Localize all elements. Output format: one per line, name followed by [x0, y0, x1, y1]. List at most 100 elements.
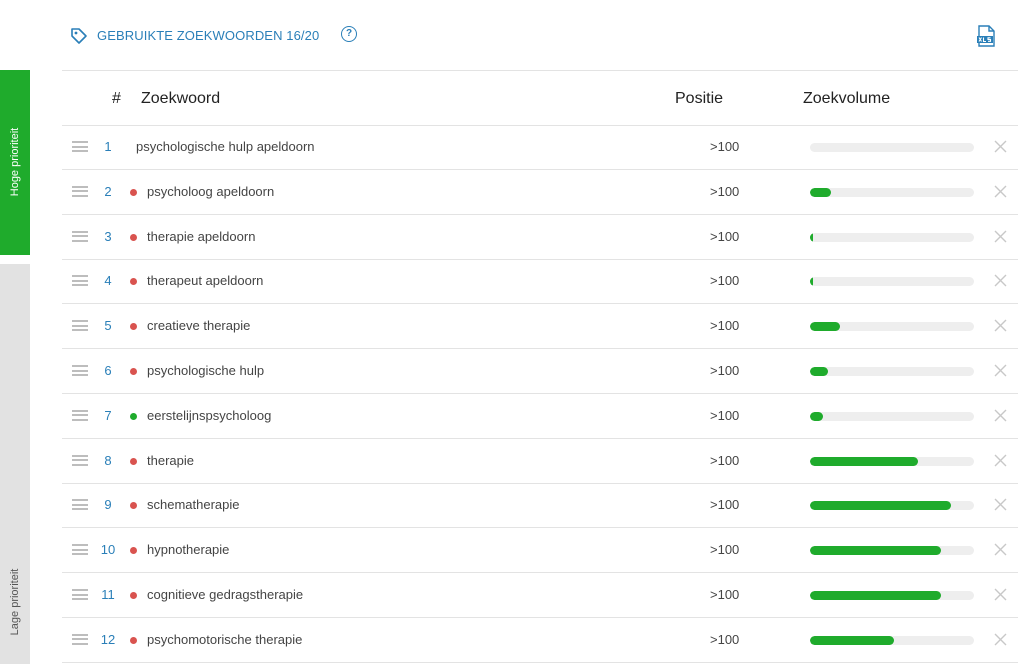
drag-handle-icon[interactable]	[72, 499, 88, 511]
status-dot	[130, 412, 137, 420]
row-number: 7	[104, 407, 112, 423]
remove-icon[interactable]	[994, 498, 1007, 511]
table-row[interactable]: 9 schematherapie >100	[62, 483, 1018, 529]
high-priority-panel[interactable]: Hoge prioriteit	[0, 70, 30, 255]
help-icon[interactable]: ?	[341, 26, 357, 42]
col-volume[interactable]: Zoekvolume	[803, 90, 891, 107]
remove-icon[interactable]	[994, 409, 1007, 422]
col-position[interactable]: Positie	[675, 90, 724, 107]
search-volume-bar	[810, 143, 974, 152]
keyword-text: psychomotorische therapie	[147, 631, 303, 647]
search-volume-fill	[810, 456, 919, 466]
drag-handle-icon[interactable]	[72, 409, 88, 421]
search-volume-bar	[810, 277, 974, 287]
search-volume-bar	[810, 232, 974, 242]
remove-icon[interactable]	[994, 454, 1007, 467]
search-volume-fill	[810, 411, 824, 421]
table-row[interactable]: 6 psychologische hulp >100	[62, 349, 1018, 394]
remove-icon[interactable]	[994, 633, 1007, 646]
keyword-text: therapie	[147, 452, 194, 468]
header-title: GEBRUIKTE ZOEKWOORDEN 16/20	[97, 28, 320, 43]
search-volume-fill	[810, 322, 840, 332]
keyword-text: cognitieve gedragstherapie	[147, 587, 304, 602]
drag-handle-icon[interactable]	[72, 365, 88, 376]
keyword-text: psychologische hulp apeldoorn	[136, 139, 315, 154]
row-number: 1	[104, 139, 112, 154]
drag-handle-icon[interactable]	[72, 185, 88, 197]
remove-icon[interactable]	[994, 274, 1007, 287]
position-value: >100	[710, 183, 740, 199]
search-volume-bar	[810, 635, 974, 645]
search-volume-bar	[810, 322, 974, 332]
status-dot	[130, 636, 137, 644]
table-row[interactable]: 12 psychomotorische therapie >100	[62, 618, 1018, 663]
keyword-text: schematherapie	[147, 497, 240, 513]
row-number: 4	[104, 273, 112, 289]
table-row[interactable]: 2 psycholoog apeldoorn >100	[62, 170, 1018, 215]
row-number: 2	[104, 183, 112, 199]
remove-icon[interactable]	[994, 319, 1007, 332]
position-value: >100	[710, 139, 740, 154]
table-row[interactable]: 1 psychologische hulp apeldoorn >100	[62, 125, 1018, 170]
status-dot	[130, 547, 137, 555]
position-value: >100	[710, 542, 740, 558]
remove-icon[interactable]	[994, 364, 1007, 377]
drag-handle-icon[interactable]	[72, 589, 88, 600]
search-volume-fill	[810, 635, 894, 645]
drag-handle-icon[interactable]	[72, 230, 88, 242]
row-number: 10	[100, 542, 116, 558]
status-dot	[130, 233, 137, 241]
position-value: >100	[710, 228, 740, 244]
search-volume-bar	[810, 501, 974, 511]
table-row[interactable]: 7 eerstelijnspsycholoog >100	[62, 394, 1018, 439]
remove-icon[interactable]	[994, 185, 1007, 198]
drag-handle-icon[interactable]	[72, 454, 88, 466]
status-dot	[130, 368, 137, 375]
remove-icon[interactable]	[994, 543, 1007, 556]
remove-icon[interactable]	[994, 230, 1007, 243]
search-volume-fill	[810, 367, 829, 376]
remove-icon[interactable]	[994, 588, 1007, 601]
position-value: >100	[710, 407, 740, 423]
row-number: 11	[101, 587, 115, 602]
table-row[interactable]: 11 cognitieve gedragstherapie >100	[62, 573, 1018, 618]
xls-export-icon[interactable]	[976, 25, 996, 47]
status-dot	[130, 592, 137, 599]
status-dot	[130, 502, 137, 510]
row-number: 5	[104, 318, 112, 334]
status-dot	[130, 278, 137, 286]
row-number: 8	[104, 452, 112, 468]
search-volume-fill	[810, 591, 942, 600]
table-header: # Zoekwoord Positie Zoekvolume	[62, 71, 1018, 126]
search-volume-bar	[810, 546, 974, 556]
keyword-text: psycholoog apeldoorn	[147, 183, 275, 199]
row-number: 12	[100, 631, 116, 647]
high-priority-label: Hoge prioriteit	[9, 127, 21, 197]
drag-handle-icon[interactable]	[72, 544, 88, 556]
keyword-text: therapeut apeldoorn	[147, 273, 264, 289]
table-row[interactable]: 8 therapie >100	[62, 439, 1018, 484]
drag-handle-icon[interactable]	[72, 141, 88, 152]
search-volume-bar	[810, 411, 974, 421]
position-value: >100	[710, 497, 740, 513]
status-dot	[130, 457, 137, 465]
drag-handle-icon[interactable]	[72, 320, 88, 332]
table-row[interactable]: 10 hypnotherapie >100	[62, 528, 1018, 574]
keyword-text: hypnotherapie	[147, 542, 230, 558]
search-volume-fill	[810, 546, 942, 556]
drag-handle-icon[interactable]	[72, 275, 88, 287]
position-value: >100	[710, 452, 740, 468]
remove-icon[interactable]	[994, 140, 1007, 153]
col-keyword[interactable]: Zoekwoord	[141, 90, 221, 107]
table-row[interactable]: 5 creatieve therapie >100	[62, 304, 1018, 350]
search-volume-bar	[810, 591, 974, 600]
table-row[interactable]: 3 therapie apeldoorn >100	[62, 215, 1018, 260]
keywords-header: GEBRUIKTE ZOEKWOORDEN 16/20 ?	[62, 0, 1018, 71]
low-priority-panel[interactable]: Lage prioriteit	[0, 264, 30, 664]
drag-handle-icon[interactable]	[72, 633, 88, 645]
search-volume-fill	[810, 187, 832, 197]
position-value: >100	[710, 273, 740, 289]
table-row[interactable]: 4 therapeut apeldoorn >100	[62, 259, 1018, 305]
status-dot	[130, 323, 137, 331]
row-number: 6	[104, 363, 112, 378]
